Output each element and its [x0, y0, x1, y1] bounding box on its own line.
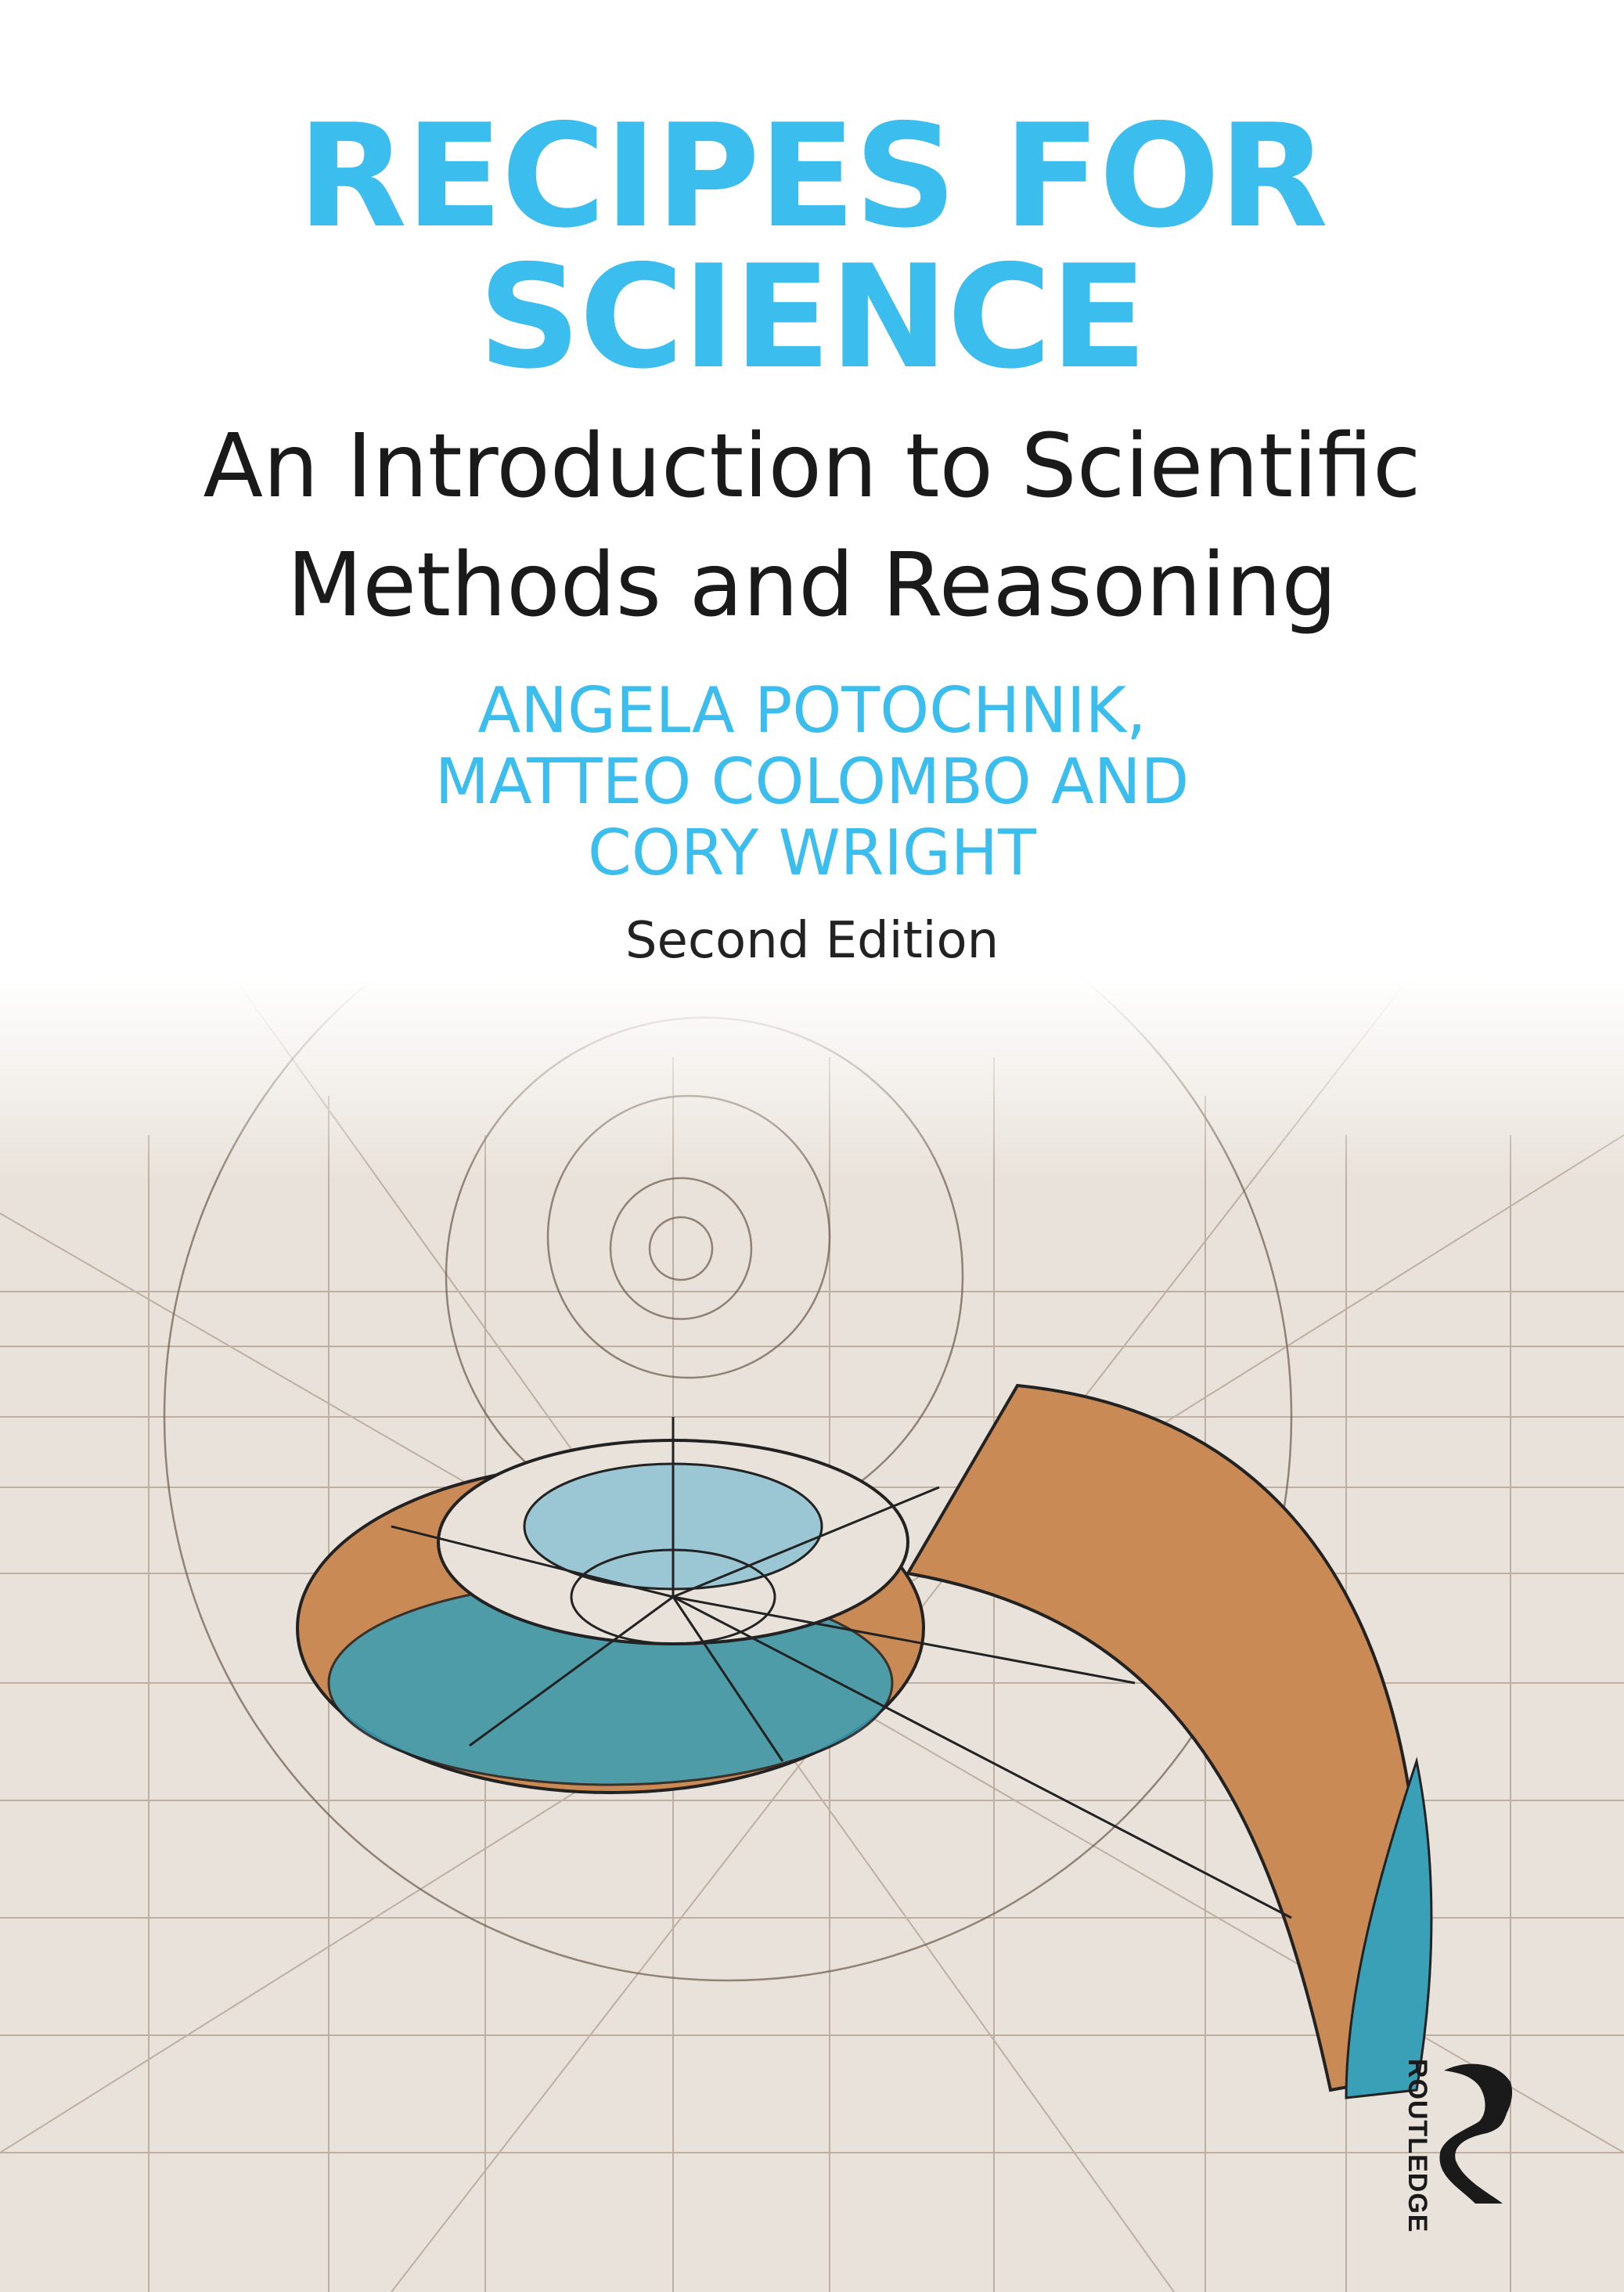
subtitle-line-1: An Introduction to Scientific: [203, 416, 1421, 517]
top-fade: [0, 978, 1624, 1182]
cover-illustration-nautilus: [0, 978, 1624, 2292]
authors: ANGELA POTOCHNIK, MATTEO COLOMBO AND COR…: [0, 675, 1624, 888]
book-title: RECIPES FOR SCIENCE: [0, 93, 1624, 400]
nautilus-shell: [296, 1383, 1433, 2099]
edition: Second Edition: [625, 912, 999, 970]
authors-line-1: ANGELA POTOCHNIK,: [477, 674, 1147, 747]
authors-line-3: CORY WRIGHT: [588, 816, 1036, 889]
title-line-1: RECIPES FOR: [297, 93, 1328, 259]
title-line-2: SCIENCE: [478, 234, 1147, 400]
book-subtitle: An Introduction to Scientific Methods an…: [0, 407, 1624, 645]
subtitle-line-2: Methods and Reasoning: [286, 535, 1338, 636]
authors-line-2: MATTEO COLOMBO AND: [434, 745, 1190, 818]
routledge-logo-icon: [1439, 2063, 1513, 2204]
